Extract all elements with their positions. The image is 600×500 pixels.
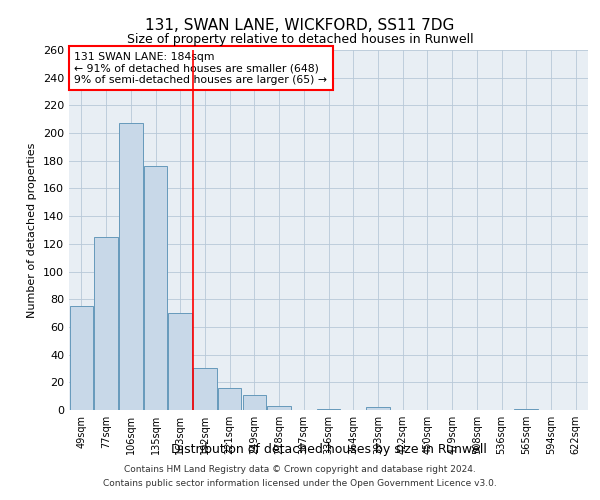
Text: 131, SWAN LANE, WICKFORD, SS11 7DG: 131, SWAN LANE, WICKFORD, SS11 7DG	[145, 18, 455, 32]
Bar	[144, 166, 167, 410]
Bar	[119, 124, 143, 410]
Bar	[94, 237, 118, 410]
Text: 131 SWAN LANE: 184sqm
← 91% of detached houses are smaller (648)
9% of semi-deta: 131 SWAN LANE: 184sqm ← 91% of detached …	[74, 52, 327, 85]
Bar	[317, 408, 340, 410]
Bar	[193, 368, 217, 410]
Bar	[268, 406, 291, 410]
Text: Contains HM Land Registry data © Crown copyright and database right 2024.: Contains HM Land Registry data © Crown c…	[124, 466, 476, 474]
Y-axis label: Number of detached properties: Number of detached properties	[28, 142, 37, 318]
Text: Size of property relative to detached houses in Runwell: Size of property relative to detached ho…	[127, 32, 473, 46]
Bar	[514, 408, 538, 410]
Bar	[169, 313, 192, 410]
Bar	[70, 306, 93, 410]
Text: Contains public sector information licensed under the Open Government Licence v3: Contains public sector information licen…	[103, 479, 497, 488]
Bar	[242, 395, 266, 410]
Bar	[218, 388, 241, 410]
Text: Distribution of detached houses by size in Runwell: Distribution of detached houses by size …	[171, 442, 487, 456]
Bar	[366, 407, 389, 410]
